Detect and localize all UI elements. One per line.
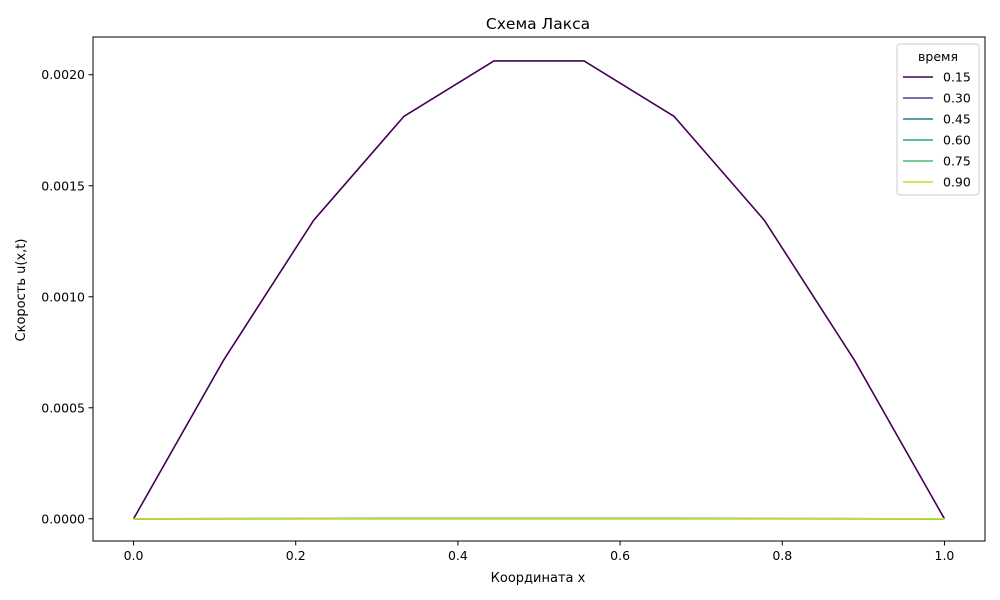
x-tick-label: 0.6: [610, 548, 630, 563]
axes-frame: [92, 36, 986, 542]
chart-title: Схема Лакса: [486, 15, 590, 33]
series-layer: [132, 60, 946, 520]
plot-area: [92, 36, 986, 542]
legend-item: 0.30: [903, 91, 971, 106]
x-axis: 0.0 0.2 0.4 0.6 0.8 1.0: [124, 541, 955, 563]
legend-box: [896, 43, 980, 196]
legend-label: 0.45: [943, 112, 971, 127]
y-axis-label: Скорость u(x,t): [14, 239, 29, 342]
x-tick-label: 0.4: [448, 548, 468, 563]
y-tick-label: 0.0005: [41, 400, 85, 415]
legend-label: 0.75: [943, 154, 971, 169]
legend-item: 0.60: [903, 133, 971, 148]
legend-item: 0.75: [903, 154, 971, 169]
y-tick-label: 0.0020: [41, 67, 85, 82]
legend-label: 0.60: [943, 133, 971, 148]
x-tick-label: 1.0: [935, 548, 955, 563]
legend-item: 0.90: [903, 175, 971, 190]
legend-label: 0.15: [943, 70, 971, 85]
y-tick-label: 0.0015: [41, 178, 85, 193]
x-axis-label: Координата x: [491, 571, 586, 586]
legend-title: время: [918, 49, 958, 64]
x-tick-label: 0.8: [772, 548, 792, 563]
y-tick-label: 0.0010: [41, 289, 85, 304]
y-tick-label: 0.0000: [41, 511, 85, 526]
x-tick-label: 0.2: [286, 548, 306, 563]
legend-label: 0.90: [943, 175, 971, 190]
legend-items: 0.15 0.30 0.45 0.60 0.75 0.90: [903, 70, 971, 190]
legend-item: 0.45: [903, 112, 971, 127]
legend-item: 0.15: [903, 70, 971, 85]
legend-label: 0.30: [943, 91, 971, 106]
y-axis: 0.0000 0.0005 0.0010 0.0015 0.0020: [41, 67, 93, 526]
legend: время 0.15 0.30 0.45 0.60 0.75 0.90: [896, 43, 980, 196]
x-tick-label: 0.0: [124, 548, 144, 563]
series-line-0-15: [132, 60, 946, 520]
